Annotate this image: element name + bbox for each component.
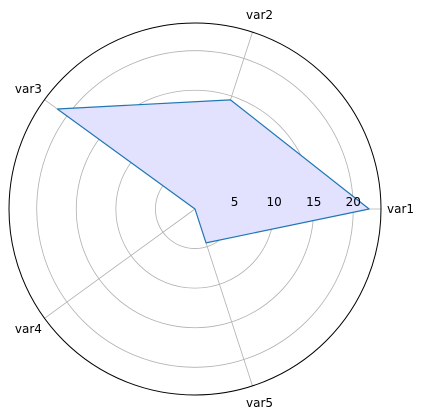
polar-frame [8, 22, 382, 396]
spoke-var4 [44, 208, 196, 319]
category-label-var1: var1 [387, 202, 414, 216]
r-tick-label: 10 [267, 195, 282, 209]
series-line [56, 99, 370, 244]
series-layer [56, 99, 370, 244]
r-tick-label: 20 [346, 195, 361, 209]
category-label-var2: var2 [246, 8, 273, 22]
r-tick-label: 5 [231, 195, 239, 209]
label-layer: 5 10 15 20 var1 var2 var3 var4 var5 [15, 8, 414, 410]
r-tick-label: 15 [306, 195, 321, 209]
category-label-var4: var4 [15, 322, 42, 336]
category-label-var5: var5 [246, 396, 273, 410]
series-area [57, 99, 370, 243]
category-label-var3: var3 [15, 82, 42, 96]
